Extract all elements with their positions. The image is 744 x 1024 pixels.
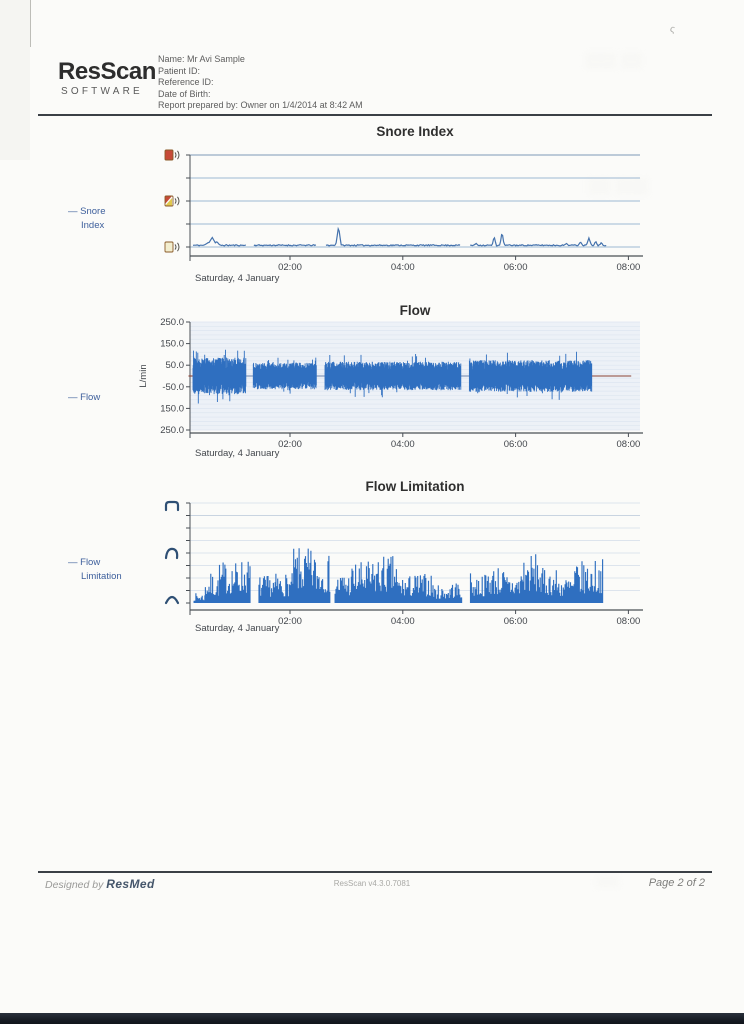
svg-text:02:00: 02:00 — [278, 262, 302, 273]
designed-by-label: Designed by ResMed — [45, 877, 155, 891]
svg-text:04:00: 04:00 — [391, 439, 415, 450]
flow-y-axis-label: L/min — [138, 364, 149, 387]
rounded-breath-icon — [164, 595, 180, 605]
snore-low-icon — [164, 241, 180, 253]
patient-info-block: Name: Mr Avi Sample Patient ID: Referenc… — [158, 54, 363, 112]
legend-line: Index — [81, 220, 105, 231]
legend-line: Limitation — [81, 571, 122, 582]
snore-index-chart: 02:00 04:00 06:00 08:00 — [164, 149, 643, 273]
footer-divider — [38, 871, 712, 873]
flow-legend: — Flow — [68, 391, 100, 405]
header-divider — [38, 114, 712, 116]
snore-index-title: Snore Index — [376, 124, 454, 139]
svg-text:250.0: 250.0 — [160, 425, 184, 436]
flim-date-label: Saturday, 4 January — [195, 623, 280, 634]
flow-date-label: Saturday, 4 January — [195, 448, 280, 459]
flattened-breath-icon — [164, 500, 180, 512]
svg-text:250.0: 250.0 — [160, 317, 184, 328]
report-prepared-line: Report prepared by: Owner on 1/4/2014 at… — [158, 100, 363, 110]
snore-loud-icon — [164, 149, 180, 161]
flow-title: Flow — [399, 303, 431, 318]
flow-limitation-bars — [193, 548, 604, 603]
svg-text:08:00: 08:00 — [617, 616, 641, 627]
flow-limitation-legend: — Flow Limitation — [68, 556, 122, 584]
page-number-label: Page 2 of 2 — [648, 877, 705, 889]
svg-text:02:00: 02:00 — [278, 616, 302, 627]
scan-edge-shading — [0, 0, 30, 160]
partially-flattened-breath-icon — [164, 547, 179, 560]
snore-medium-icon — [164, 195, 180, 207]
reference-id-line: Reference ID: — [158, 77, 214, 87]
flow-limitation-title: Flow Limitation — [365, 479, 465, 494]
svg-text:06:00: 06:00 — [504, 439, 528, 450]
svg-text:08:00: 08:00 — [617, 439, 641, 450]
svg-text:150.0: 150.0 — [160, 339, 184, 350]
software-version-label: ResScan v4.3.0.7081 — [333, 879, 411, 888]
svg-text:04:00: 04:00 — [391, 616, 415, 627]
scan-bleedthrough: ▒▒▒ ▒▒ — [585, 52, 643, 69]
resscan-logo-subtitle: SOFTWARE — [61, 86, 143, 97]
flow-chart: 02:00 04:00 06:00 08:00 250.0 150.0 50.0 -50.0 1… — [138, 317, 643, 450]
scan-pen-mark: ς — [668, 23, 676, 36]
legend-line: — Flow — [68, 557, 101, 568]
svg-text:04:00: 04:00 — [391, 262, 415, 273]
scan-edge-bar — [0, 1013, 744, 1024]
flow-series — [192, 349, 593, 404]
snore-index-legend: — Snore Index — [68, 205, 106, 233]
svg-text:08:00: 08:00 — [617, 262, 641, 273]
svg-text:02:00: 02:00 — [278, 439, 302, 450]
date-of-birth-line: Date of Birth: — [158, 88, 211, 99]
snore-date-label: Saturday, 4 January — [195, 273, 280, 284]
svg-text:50.0: 50.0 — [166, 360, 185, 371]
legend-line: — Snore — [68, 206, 106, 217]
legend-line: — Flow — [68, 392, 101, 403]
resmed-logo: ResMed — [106, 877, 155, 891]
svg-text:06:00: 06:00 — [504, 616, 528, 627]
svg-text:150.0: 150.0 — [160, 403, 184, 414]
scan-edge-line — [30, 0, 31, 47]
resscan-logo: ResScan — [58, 58, 156, 85]
svg-text:-50.0: -50.0 — [162, 382, 184, 393]
snore-index-series — [192, 226, 607, 247]
patient-id-line: Patient ID: — [158, 65, 201, 76]
svg-text:06:00: 06:00 — [504, 262, 528, 273]
patient-name-line: Name: Mr Avi Sample — [158, 54, 245, 64]
flow-limitation-chart: 02:00 04:00 06:00 08:00 — [164, 500, 643, 627]
